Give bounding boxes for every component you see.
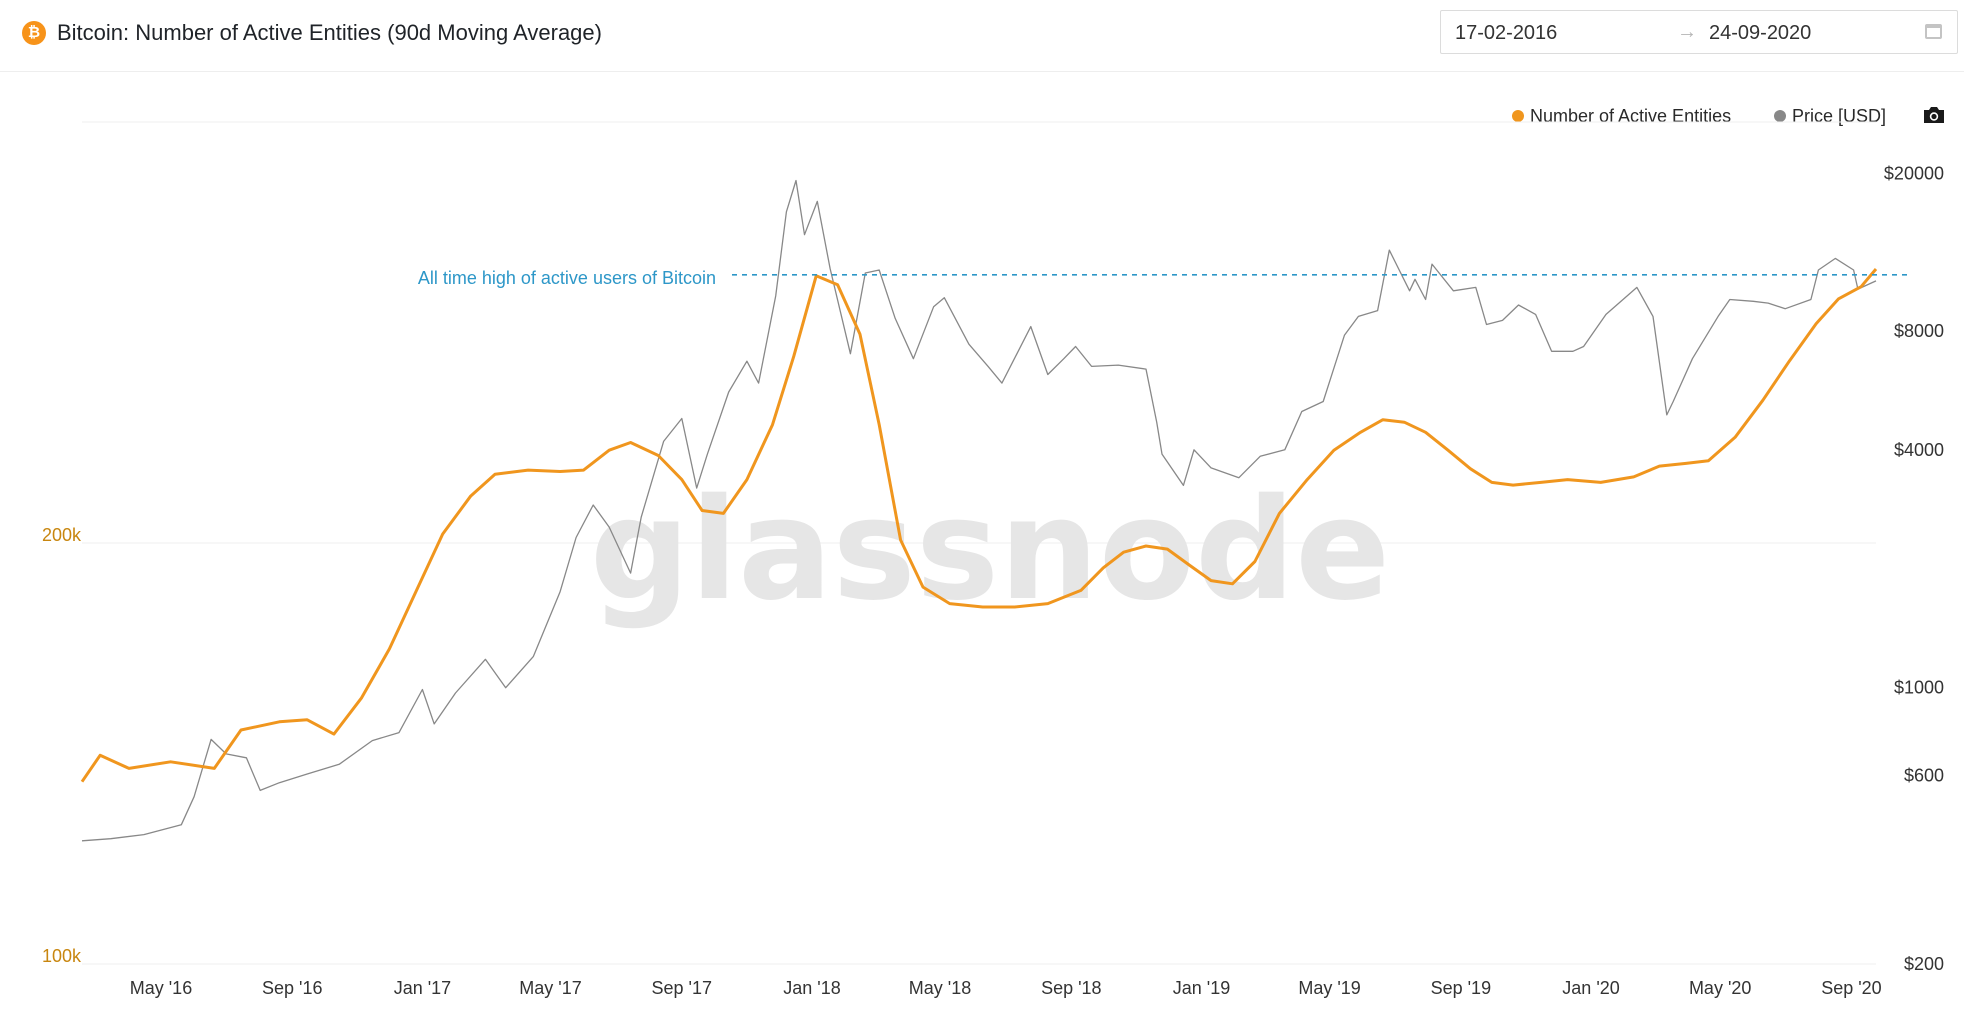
left-y-tick-label: 200k	[42, 525, 82, 545]
legend-item-price[interactable]: Price [USD]	[1774, 106, 1886, 130]
series-layer	[80, 179, 1878, 842]
grid-lines	[82, 121, 1876, 965]
arrow-right-icon: →	[1677, 21, 1697, 43]
legend-item-entities[interactable]: Number of Active Entities	[1512, 106, 1731, 130]
x-tick-label: May '16	[130, 978, 192, 998]
x-tick-label: Jan '20	[1562, 978, 1619, 998]
series-line-price	[81, 179, 1877, 842]
x-tick-label: Sep '18	[1041, 978, 1102, 998]
x-tick-label: May '20	[1689, 978, 1751, 998]
camera-icon[interactable]	[1922, 106, 1946, 124]
watermark: glassnode	[590, 469, 1390, 632]
calendar-icon[interactable]	[1925, 24, 1942, 39]
date-end-field[interactable]: 24-09-2020	[1709, 22, 1812, 44]
left-y-axis: 100k 200k	[42, 525, 82, 966]
x-tick-label: Sep '16	[262, 978, 323, 998]
right-y-tick-label: $200	[1904, 954, 1944, 974]
x-tick-label: May '18	[909, 978, 971, 998]
x-tick-label: Sep '20	[1821, 978, 1882, 998]
chart-title: Bitcoin: Number of Active Entities (90d …	[57, 20, 602, 45]
annotation-label: All time high of active users of Bitcoin	[418, 268, 716, 288]
series-line-active-entities	[80, 268, 1878, 783]
bitcoin-logo-icon: ₿	[22, 21, 46, 45]
x-tick-label: Jan '19	[1173, 978, 1230, 998]
legend-label: Number of Active Entities	[1530, 106, 1732, 126]
date-range-picker[interactable]: 17-02-2016 → 24-09-2020	[1440, 10, 1958, 54]
legend-dot-icon	[1512, 110, 1524, 122]
right-y-tick-label: $1000	[1894, 678, 1944, 698]
legend-dot-icon	[1774, 110, 1786, 122]
right-y-axis: $200 $600 $1000 $4000 $8000 $20000	[1884, 164, 1944, 974]
x-tick-label: Sep '17	[652, 978, 713, 998]
x-tick-label: Sep '19	[1431, 978, 1492, 998]
right-y-tick-label: $20000	[1884, 164, 1944, 184]
annotation-layer: All time high of active users of Bitcoin	[418, 268, 1912, 288]
chart-header: ₿ Bitcoin: Number of Active Entities (90…	[0, 0, 1964, 72]
x-tick-label: Jan '17	[394, 978, 451, 998]
right-y-tick-label: $4000	[1894, 440, 1944, 460]
left-y-tick-label: 100k	[42, 946, 82, 966]
x-tick-label: Jan '18	[783, 978, 840, 998]
right-y-tick-label: $600	[1904, 765, 1944, 785]
legend-label: Price [USD]	[1792, 106, 1887, 126]
date-start-field[interactable]: 17-02-2016	[1455, 22, 1558, 44]
right-y-tick-label: $8000	[1894, 321, 1944, 341]
x-tick-label: May '19	[1298, 978, 1360, 998]
x-tick-label: May '17	[519, 978, 581, 998]
x-axis: May '16 Sep '16 Jan '17 May '17 Sep '17 Jan '…	[130, 978, 1882, 998]
